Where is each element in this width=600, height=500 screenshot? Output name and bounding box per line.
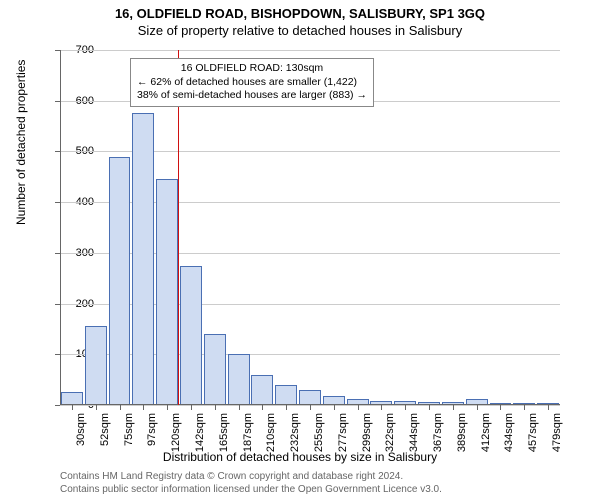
y-tick: [55, 405, 60, 406]
bar: [251, 375, 273, 405]
x-tick: [96, 405, 97, 410]
y-tick: [55, 354, 60, 355]
gridline: [60, 50, 560, 51]
chart: 16 OLDFIELD ROAD: 130sqm← 62% of detache…: [60, 50, 560, 405]
x-tick-label: 457sqm: [527, 413, 539, 463]
x-tick-label: 142sqm: [194, 413, 206, 463]
x-tick: [191, 405, 192, 410]
x-tick-label: 255sqm: [313, 413, 325, 463]
bar: [299, 390, 321, 405]
x-tick: [500, 405, 501, 410]
x-tick: [405, 405, 406, 410]
x-tick-label: 165sqm: [218, 413, 230, 463]
x-tick: [167, 405, 168, 410]
x-tick-label: 187sqm: [242, 413, 254, 463]
y-tick: [55, 304, 60, 305]
bar: [156, 179, 178, 405]
bar: [228, 354, 250, 405]
x-tick-label: 52sqm: [99, 413, 111, 463]
x-tick-label: 97sqm: [146, 413, 158, 463]
x-tick-label: 479sqm: [551, 413, 563, 463]
x-tick: [143, 405, 144, 410]
bar: [85, 326, 107, 405]
x-tick-label: 322sqm: [384, 413, 396, 463]
x-tick: [429, 405, 430, 410]
annotation-line: 38% of semi-detached houses are larger (…: [137, 89, 367, 103]
x-tick-label: 30sqm: [75, 413, 87, 463]
annotation-line: ← 62% of detached houses are smaller (1,…: [137, 76, 367, 90]
bar: [275, 385, 297, 405]
x-tick-label: 120sqm: [170, 413, 182, 463]
x-tick: [262, 405, 263, 410]
y-tick: [55, 101, 60, 102]
x-tick: [215, 405, 216, 410]
y-axis: [60, 50, 61, 405]
attribution: Contains HM Land Registry data © Crown c…: [60, 470, 442, 496]
page-subtitle: Size of property relative to detached ho…: [0, 21, 600, 38]
x-tick: [310, 405, 311, 410]
x-tick-label: 344sqm: [408, 413, 420, 463]
y-tick: [55, 202, 60, 203]
x-tick: [358, 405, 359, 410]
bar: [132, 113, 154, 405]
x-tick: [477, 405, 478, 410]
y-tick: [55, 253, 60, 254]
x-tick: [453, 405, 454, 410]
annotation-box: 16 OLDFIELD ROAD: 130sqm← 62% of detache…: [130, 58, 374, 107]
x-tick: [381, 405, 382, 410]
bar: [109, 157, 131, 406]
x-tick-label: 434sqm: [503, 413, 515, 463]
bar: [180, 266, 202, 405]
x-tick: [239, 405, 240, 410]
attribution-line2: Contains public sector information licen…: [60, 483, 442, 496]
plot-region: 16 OLDFIELD ROAD: 130sqm← 62% of detache…: [60, 50, 560, 405]
x-tick-label: 389sqm: [456, 413, 468, 463]
x-tick: [548, 405, 549, 410]
x-tick-label: 299sqm: [361, 413, 373, 463]
x-tick: [524, 405, 525, 410]
x-tick-label: 210sqm: [265, 413, 277, 463]
x-tick-label: 277sqm: [337, 413, 349, 463]
attribution-line1: Contains HM Land Registry data © Crown c…: [60, 470, 442, 483]
bar: [204, 334, 226, 405]
x-tick-label: 232sqm: [289, 413, 301, 463]
annotation-line: 16 OLDFIELD ROAD: 130sqm: [137, 62, 367, 76]
x-tick-label: 367sqm: [432, 413, 444, 463]
y-tick: [55, 151, 60, 152]
y-tick: [55, 50, 60, 51]
x-tick: [120, 405, 121, 410]
x-tick-label: 412sqm: [480, 413, 492, 463]
x-tick-label: 75sqm: [123, 413, 135, 463]
x-tick: [72, 405, 73, 410]
page-title: 16, OLDFIELD ROAD, BISHOPDOWN, SALISBURY…: [0, 0, 600, 21]
x-tick: [334, 405, 335, 410]
y-axis-label: Number of detached properties: [14, 60, 28, 225]
x-tick: [286, 405, 287, 410]
